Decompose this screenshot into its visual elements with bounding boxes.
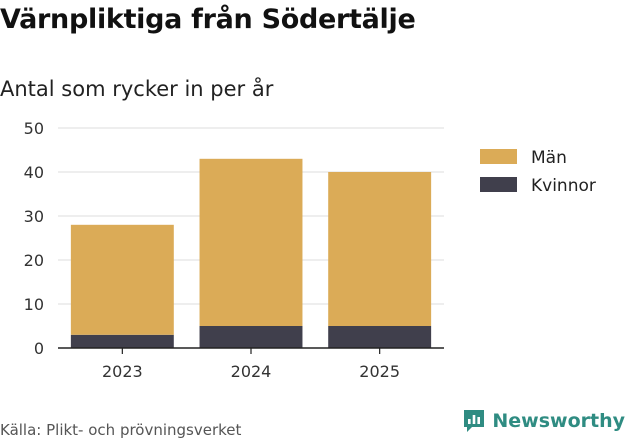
y-tick-label: 0 xyxy=(34,339,44,358)
brand-logo[interactable]: Newsworthy xyxy=(462,408,625,434)
bars xyxy=(70,158,432,348)
y-tick-label: 20 xyxy=(24,251,44,270)
bar-m-n-2025 xyxy=(328,172,432,326)
legend-label: Kvinnor xyxy=(531,176,596,196)
bar-m-n-2023 xyxy=(70,224,174,335)
legend-swatch-m-n xyxy=(480,149,517,164)
newsworthy-logo-icon xyxy=(464,410,485,432)
x-tick-label: 2023 xyxy=(102,362,143,381)
y-tick-label: 30 xyxy=(24,207,44,226)
bar-kvinnor-2024 xyxy=(199,326,303,348)
bar-kvinnor-2023 xyxy=(70,334,174,348)
chart-subtitle: Antal som rycker in per år xyxy=(0,77,274,101)
y-tick-label: 50 xyxy=(24,119,44,138)
source-note: Källa: Plikt- och prövningsverket xyxy=(0,421,242,439)
y-tick-label: 10 xyxy=(24,295,44,314)
legend: Män Kvinnor xyxy=(480,148,596,196)
bar-m-n-2024 xyxy=(199,158,303,326)
x-tick-label: 2024 xyxy=(231,362,272,381)
bar-kvinnor-2025 xyxy=(328,326,432,348)
legend-label: Män xyxy=(531,148,567,168)
brand-name: Newsworthy xyxy=(492,410,625,432)
chart-title: Värnpliktiga från Södertälje xyxy=(0,4,416,35)
x-tick-label: 2025 xyxy=(359,362,400,381)
y-axis-ticks: 0 10 20 30 40 50 xyxy=(24,119,44,358)
legend-swatch-kvinnor xyxy=(480,177,517,192)
x-axis-ticks: 2023 2024 2025 xyxy=(102,348,400,381)
y-tick-label: 40 xyxy=(24,163,44,182)
